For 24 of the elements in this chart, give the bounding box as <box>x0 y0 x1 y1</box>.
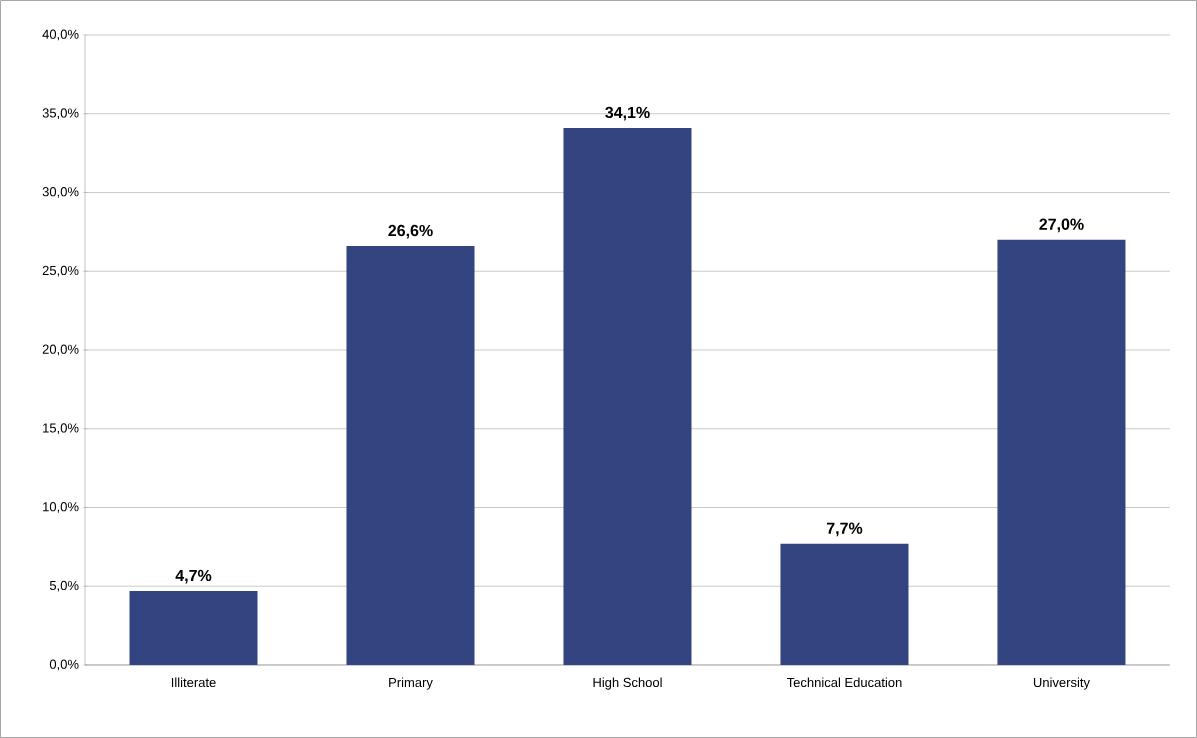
y-tick-label: 15,0% <box>43 423 79 435</box>
y-tick-label: 40,0% <box>42 29 79 41</box>
x-tick-label: Illiterate <box>171 677 216 688</box>
data-label: 34,1% <box>605 106 650 121</box>
y-tick-label: 35,0% <box>42 108 79 120</box>
bar <box>346 246 475 665</box>
y-tick-label: 25,0% <box>42 265 79 277</box>
data-label: 4,7% <box>175 569 212 584</box>
bar <box>129 590 258 665</box>
y-tick-label: 20,0% <box>42 344 79 356</box>
y-tick-label: 30,0% <box>42 187 79 198</box>
x-tick-label: Technical Education <box>786 677 902 688</box>
data-label: 27,0% <box>1039 218 1084 233</box>
data-label: 7,7% <box>826 522 863 537</box>
y-tick-label: 10,0% <box>43 502 79 513</box>
bar <box>563 127 692 665</box>
y-tick-label: 0,0% <box>49 659 79 671</box>
bar <box>997 239 1126 665</box>
x-tick-label: University <box>1033 677 1090 690</box>
bar <box>780 543 909 665</box>
x-tick-label: Primary <box>389 677 433 690</box>
data-label: 26,6% <box>388 224 433 239</box>
y-tick-label: 5,0% <box>49 580 79 592</box>
x-tick-label: High School <box>593 677 662 690</box>
